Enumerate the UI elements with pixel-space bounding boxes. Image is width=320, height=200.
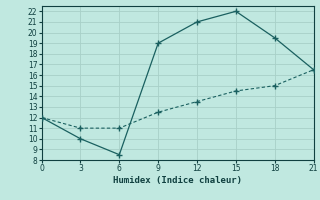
X-axis label: Humidex (Indice chaleur): Humidex (Indice chaleur) xyxy=(113,176,242,185)
